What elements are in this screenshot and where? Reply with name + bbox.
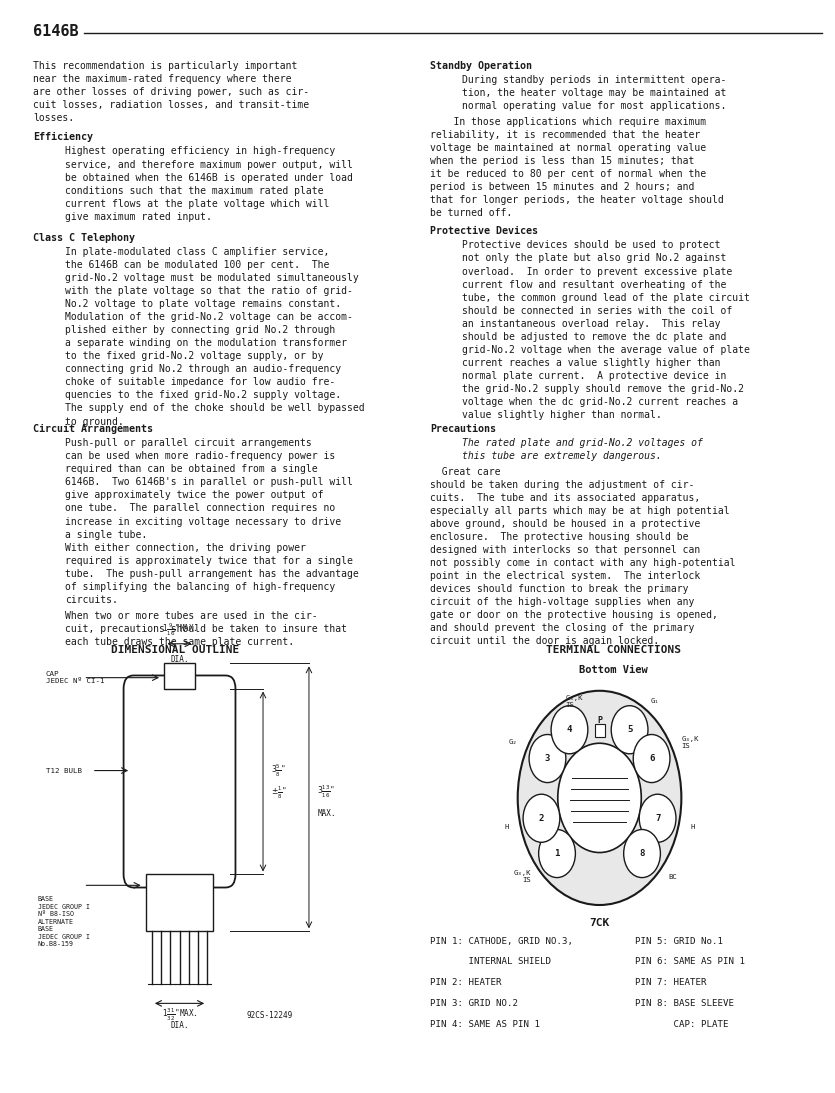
Bar xyxy=(595,724,605,737)
Text: DIA.: DIA. xyxy=(170,655,189,663)
Circle shape xyxy=(518,691,681,905)
Text: The rated plate and grid-No.2 voltages of
this tube are extremely dangerous.: The rated plate and grid-No.2 voltages o… xyxy=(462,438,702,461)
Text: In plate-modulated class C amplifier service,
the 6146B can be modulated 100 per: In plate-modulated class C amplifier ser… xyxy=(65,247,365,426)
Text: 5: 5 xyxy=(627,726,632,734)
Text: T12 BULB: T12 BULB xyxy=(46,767,82,774)
Text: MAX.: MAX. xyxy=(317,809,336,819)
Text: 7CK: 7CK xyxy=(590,918,610,928)
Text: BASE
JEDEC GROUP I
Nº B8-ISO
ALTERNATE
BASE
JEDEC GROUP I
No.B8-159: BASE JEDEC GROUP I Nº B8-ISO ALTERNATE B… xyxy=(38,896,89,948)
Circle shape xyxy=(529,734,566,783)
Text: Push-pull or parallel circuit arrangements
can be used when more radio-frequency: Push-pull or parallel circuit arrangemen… xyxy=(65,438,353,540)
Bar xyxy=(164,663,195,689)
FancyBboxPatch shape xyxy=(124,675,235,888)
Text: 7: 7 xyxy=(655,814,660,823)
Text: CAP
JEDEC Nº CI-1: CAP JEDEC Nº CI-1 xyxy=(46,671,104,684)
Text: PIN 6: SAME AS PIN 1: PIN 6: SAME AS PIN 1 xyxy=(635,957,745,966)
Circle shape xyxy=(633,734,670,783)
Text: $1\frac{31}{32}$"MAX.: $1\frac{31}{32}$"MAX. xyxy=(162,1007,197,1023)
Text: H: H xyxy=(691,824,695,830)
Text: BC: BC xyxy=(668,873,677,880)
Text: DIMENSIONAL OUTLINE: DIMENSIONAL OUTLINE xyxy=(111,645,240,655)
Text: CAP: PLATE: CAP: PLATE xyxy=(635,1020,728,1029)
Text: During standby periods in intermittent opera-
tion, the heater voltage may be ma: During standby periods in intermittent o… xyxy=(462,75,726,111)
Text: $1\frac{9}{16}$"MAX.: $1\frac{9}{16}$"MAX. xyxy=(162,622,197,638)
Text: Class C Telephony: Class C Telephony xyxy=(33,233,135,243)
Text: PIN 4: SAME AS PIN 1: PIN 4: SAME AS PIN 1 xyxy=(430,1020,540,1029)
Text: Standby Operation: Standby Operation xyxy=(430,61,532,71)
Text: G₃,K
IS: G₃,K IS xyxy=(565,695,583,708)
Circle shape xyxy=(523,795,559,843)
Text: Great care
should be taken during the adjustment of cir-
cuits.  The tube and it: Great care should be taken during the ad… xyxy=(430,467,736,646)
Text: P: P xyxy=(597,716,602,725)
Text: With either connection, the driving power
required is approximately twice that f: With either connection, the driving powe… xyxy=(65,543,359,606)
Text: G₂: G₂ xyxy=(509,739,518,745)
Text: Highest operating efficiency in high-frequency
service, and therefore maximum po: Highest operating efficiency in high-fre… xyxy=(65,146,353,222)
Text: $3\frac{13}{16}$": $3\frac{13}{16}$" xyxy=(317,784,336,800)
Text: 6146B: 6146B xyxy=(33,24,79,39)
Text: 4: 4 xyxy=(567,726,572,734)
Text: Protective Devices: Protective Devices xyxy=(430,226,538,236)
Text: G₁: G₁ xyxy=(650,698,659,704)
Text: This recommendation is particularly important
near the maximum-rated frequency w: This recommendation is particularly impo… xyxy=(33,61,310,124)
Text: PIN 1: CATHODE, GRID NO.3,: PIN 1: CATHODE, GRID NO.3, xyxy=(430,937,573,945)
Text: G₃,K
IS: G₃,K IS xyxy=(514,870,531,883)
Text: Efficiency: Efficiency xyxy=(33,132,94,142)
Text: 8: 8 xyxy=(640,849,645,858)
Text: Protective devices should be used to protect
not only the plate but also grid No: Protective devices should be used to pro… xyxy=(462,240,750,420)
Text: PIN 7: HEATER: PIN 7: HEATER xyxy=(635,978,706,987)
Text: In those applications which require maximum
reliability, it is recommended that : In those applications which require maxi… xyxy=(430,117,724,219)
Text: 6: 6 xyxy=(649,754,655,763)
Text: PIN 2: HEATER: PIN 2: HEATER xyxy=(430,978,502,987)
Text: INTERNAL SHIELD: INTERNAL SHIELD xyxy=(430,957,551,966)
Text: G₃,K
IS: G₃,K IS xyxy=(681,736,699,749)
Text: H: H xyxy=(504,824,509,830)
Text: Bottom View: Bottom View xyxy=(579,665,648,674)
Circle shape xyxy=(539,830,575,878)
Bar xyxy=(146,874,213,931)
Text: When two or more tubes are used in the cir-
cuit, precautions should be taken to: When two or more tubes are used in the c… xyxy=(65,611,347,647)
Text: 1: 1 xyxy=(554,849,559,858)
Text: 2: 2 xyxy=(539,814,544,823)
Text: TERMINAL CONNECTIONS: TERMINAL CONNECTIONS xyxy=(546,645,681,655)
Circle shape xyxy=(640,795,676,843)
Text: 92CS-12249: 92CS-12249 xyxy=(246,1011,292,1020)
Text: PIN 5: GRID No.1: PIN 5: GRID No.1 xyxy=(635,937,722,945)
Text: $3\frac{5}{8}$": $3\frac{5}{8}$" xyxy=(271,763,286,778)
Circle shape xyxy=(551,706,588,754)
Circle shape xyxy=(558,743,641,853)
Text: Precautions: Precautions xyxy=(430,424,496,434)
Circle shape xyxy=(624,830,660,878)
Text: Circuit Arrangements: Circuit Arrangements xyxy=(33,424,154,434)
Text: $\pm\frac{1}{8}$": $\pm\frac{1}{8}$" xyxy=(271,785,287,800)
Text: DIA.: DIA. xyxy=(170,1021,189,1030)
Circle shape xyxy=(611,706,648,754)
Text: PIN 3: GRID NO.2: PIN 3: GRID NO.2 xyxy=(430,999,518,1008)
Text: PIN 8: BASE SLEEVE: PIN 8: BASE SLEEVE xyxy=(635,999,734,1008)
Text: 3: 3 xyxy=(544,754,550,763)
